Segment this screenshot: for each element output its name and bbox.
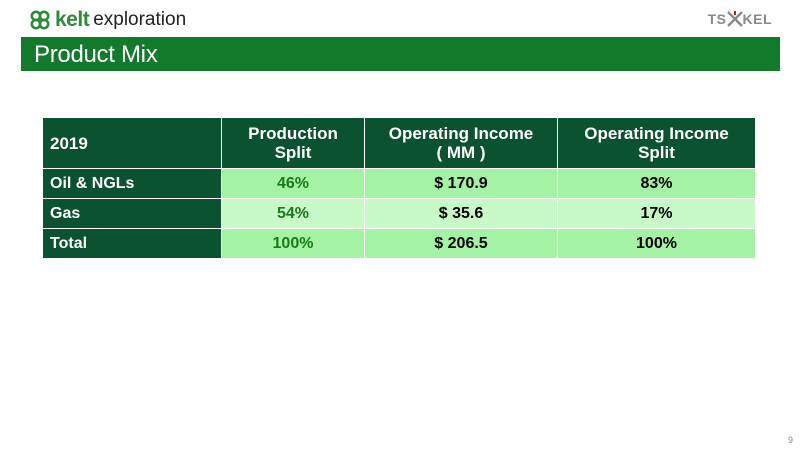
page-number: 9 [787,435,793,445]
ticker-prefix: TS [707,11,727,27]
production-split-cell: 54% [221,198,365,229]
operating-income-cell: $ 35.6 [364,198,558,229]
x-mark-icon [726,11,743,27]
slide-title: Product Mix [34,41,158,68]
table-row: Oil & NGLs 46% $ 170.9 83% [42,168,756,199]
table-row: Total 100% $ 206.5 100% [42,228,756,259]
row-label: Total [42,228,222,259]
operating-income-split-cell: 83% [557,168,756,199]
row-label: Oil & NGLs [42,168,222,199]
operating-income-split-cell: 17% [557,198,756,229]
operating-income-split-cell: 100% [557,228,756,259]
header-production-split: Production Split [221,117,365,169]
production-split-cell: 46% [221,168,365,199]
title-bar: Product Mix [21,37,780,71]
operating-income-cell: $ 170.9 [364,168,558,199]
logo-subtext: exploration [93,9,187,30]
tsx-ticker-logo: TS KEL [708,10,772,28]
header-operating-income: Operating Income ( MM ) [364,117,558,169]
production-split-cell: 100% [221,228,365,259]
ticker-symbol: KEL [742,11,772,27]
table-row: Gas 54% $ 35.6 17% [42,198,756,229]
logo-brand-text: kelt [55,8,90,31]
operating-income-cell: $ 206.5 [364,228,558,259]
row-label: Gas [42,198,222,229]
table-header-row: 2019 Production Split Operating Income (… [42,117,756,169]
header-operating-income-split: Operating Income Split [557,117,756,169]
company-logo: kelt exploration [29,8,186,32]
celtic-knot-icon [30,10,50,30]
header-year: 2019 [42,117,222,169]
product-mix-table: 2019 Production Split Operating Income (… [42,117,756,259]
